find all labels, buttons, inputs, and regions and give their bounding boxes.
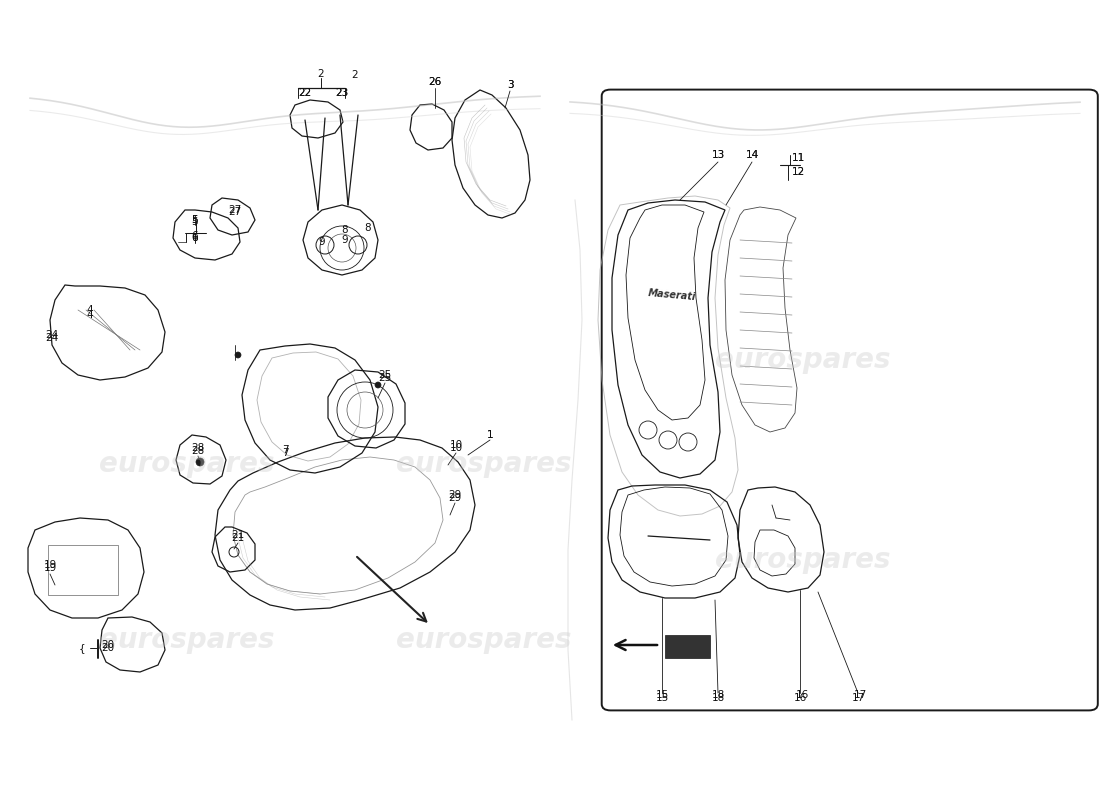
Text: eurospares: eurospares	[715, 346, 891, 374]
Text: 26: 26	[428, 77, 441, 87]
Text: 19: 19	[43, 563, 56, 573]
Text: 16: 16	[795, 690, 808, 700]
Text: 9: 9	[342, 235, 349, 245]
Text: 18: 18	[712, 693, 725, 703]
Text: 18: 18	[712, 690, 725, 700]
Text: eurospares: eurospares	[396, 626, 572, 654]
Text: 25: 25	[378, 373, 392, 383]
Text: 16: 16	[793, 693, 806, 703]
Text: {: {	[79, 643, 86, 653]
Ellipse shape	[235, 352, 241, 358]
Text: 6: 6	[191, 233, 198, 243]
Text: 17: 17	[851, 693, 865, 703]
Text: eurospares: eurospares	[396, 450, 572, 478]
Text: 5: 5	[191, 215, 198, 225]
Text: 23: 23	[336, 88, 349, 98]
Text: 15: 15	[656, 693, 669, 703]
Text: 17: 17	[854, 690, 867, 700]
Text: 4: 4	[87, 310, 94, 320]
Text: 25: 25	[378, 370, 392, 380]
Text: 20: 20	[101, 640, 114, 650]
Text: 28: 28	[191, 446, 205, 456]
Text: eurospares: eurospares	[99, 450, 275, 478]
Text: 5: 5	[191, 217, 198, 227]
Text: 15: 15	[656, 690, 669, 700]
Text: 8: 8	[365, 223, 372, 233]
Text: 24: 24	[45, 333, 58, 343]
Text: 4: 4	[87, 305, 94, 315]
Text: eurospares: eurospares	[715, 546, 891, 574]
Ellipse shape	[375, 382, 381, 388]
Text: 12: 12	[791, 167, 804, 177]
Text: 19: 19	[43, 560, 56, 570]
Text: 12: 12	[791, 167, 804, 177]
Text: 2: 2	[318, 69, 324, 79]
Text: 7: 7	[282, 445, 288, 455]
Text: 10: 10	[450, 440, 463, 450]
Text: 22: 22	[298, 88, 311, 98]
Text: 29: 29	[449, 490, 462, 500]
Text: 29: 29	[449, 493, 462, 503]
Text: 27: 27	[229, 207, 242, 217]
Polygon shape	[666, 635, 710, 658]
Text: 28: 28	[191, 443, 205, 453]
Text: 27: 27	[229, 205, 242, 215]
Text: 22: 22	[298, 88, 311, 98]
Text: 13: 13	[712, 150, 725, 160]
Text: 21: 21	[231, 533, 244, 543]
Text: 24: 24	[45, 330, 58, 340]
Text: 1: 1	[486, 430, 493, 440]
Text: 26: 26	[428, 77, 441, 87]
Text: 11: 11	[791, 153, 804, 163]
Text: Maserati: Maserati	[648, 288, 696, 302]
Text: 6: 6	[191, 231, 198, 241]
Text: 14: 14	[746, 150, 759, 160]
Text: 11: 11	[791, 153, 804, 163]
Text: 13: 13	[712, 150, 725, 160]
Text: 7: 7	[282, 448, 288, 458]
Text: 9: 9	[319, 237, 326, 247]
FancyBboxPatch shape	[602, 90, 1098, 710]
Text: 8: 8	[342, 225, 349, 235]
Text: 3: 3	[507, 80, 514, 90]
Text: 6: 6	[191, 233, 198, 243]
Text: 21: 21	[231, 530, 244, 540]
Text: 5: 5	[191, 215, 198, 225]
Text: 14: 14	[746, 150, 759, 160]
Text: 10: 10	[450, 443, 463, 453]
Ellipse shape	[196, 458, 204, 466]
Text: 3: 3	[507, 80, 514, 90]
Text: 23: 23	[336, 88, 349, 98]
Text: 1: 1	[486, 430, 493, 440]
Text: eurospares: eurospares	[99, 626, 275, 654]
Text: 20: 20	[101, 643, 114, 653]
Text: 2: 2	[352, 70, 359, 80]
